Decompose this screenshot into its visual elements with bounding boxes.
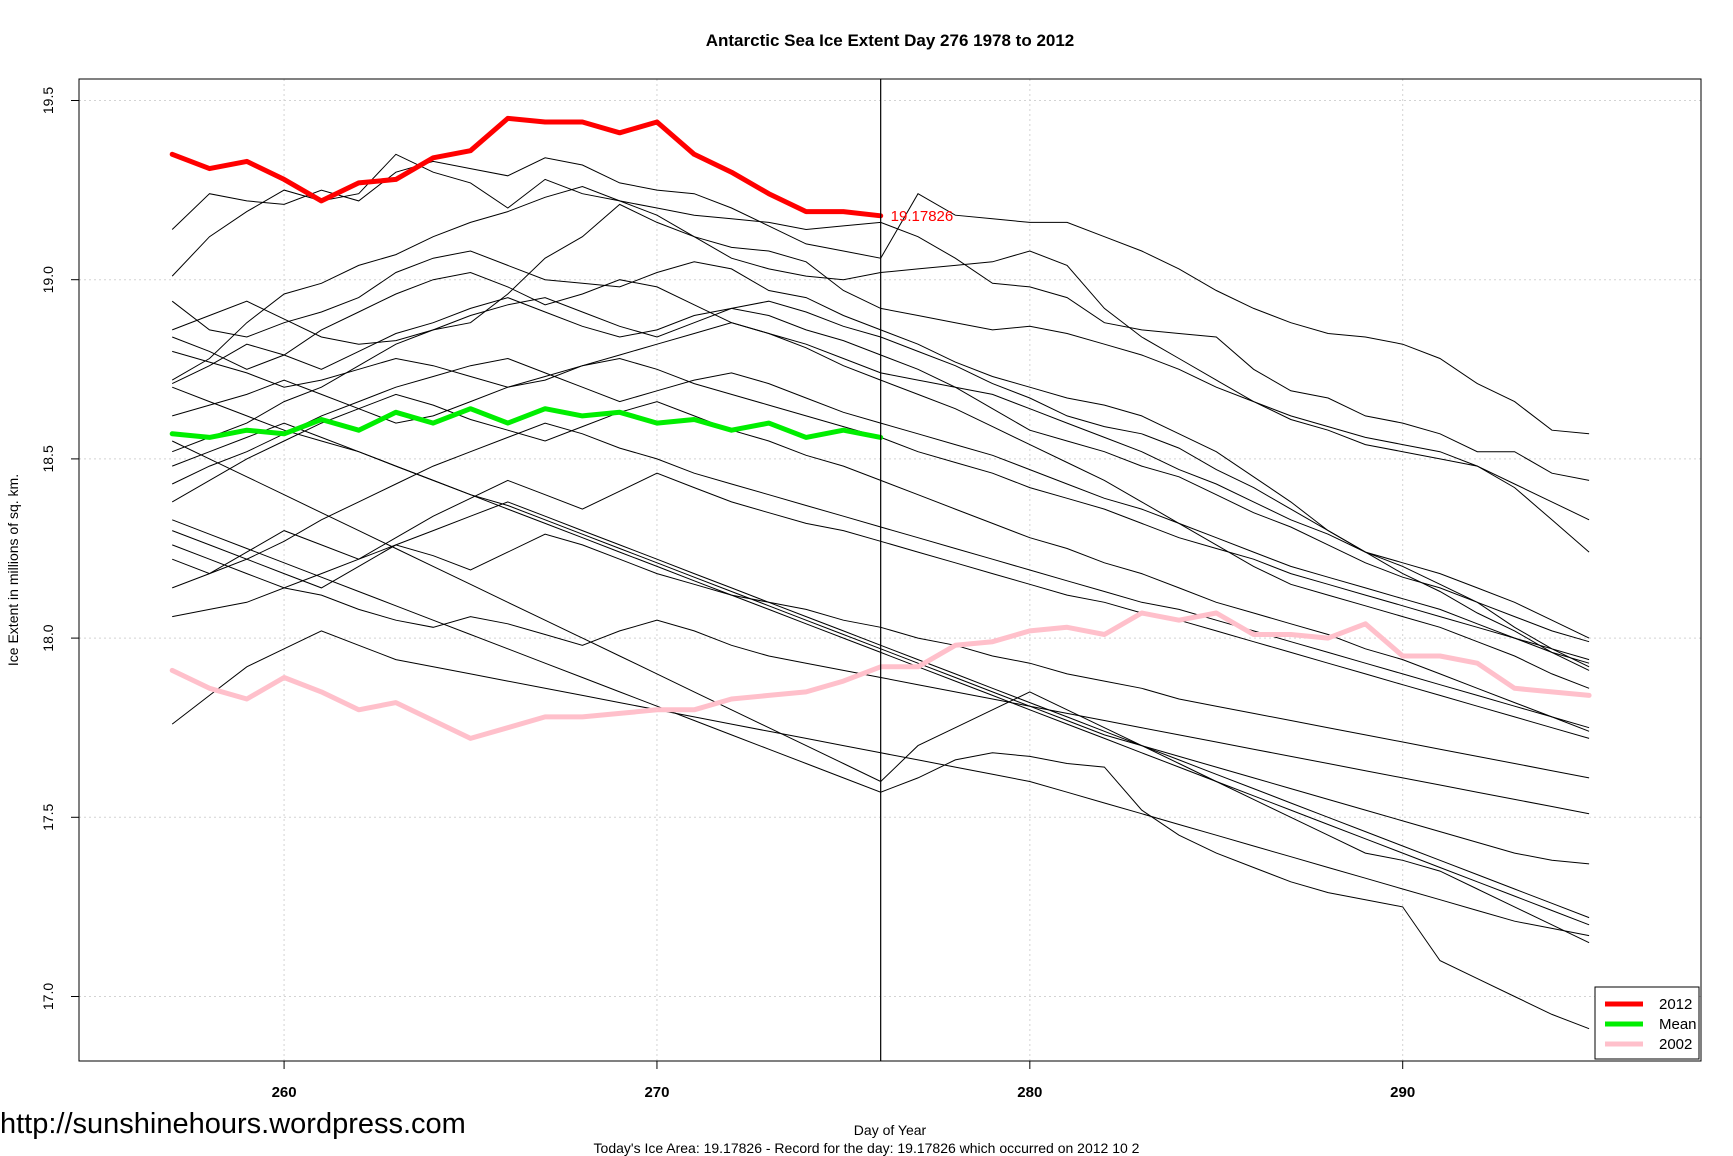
chart-title: Antarctic Sea Ice Extent Day 276 1978 to… [706, 31, 1075, 50]
watermark-url: http://sunshinehours.wordpress.com [0, 1108, 466, 1140]
x-tick-label: 260 [272, 1084, 297, 1101]
footer-caption: Today's Ice Area: 19.17826 - Record for … [593, 1140, 1140, 1156]
series-line-mean [169, 406, 884, 440]
x-tick-label: 290 [1390, 1084, 1415, 1101]
x-axis-label: Day of Year [854, 1122, 927, 1138]
y-axis-label: Ice Extent in millions of sq. km. [5, 474, 21, 666]
y-axis: 17.0 17.5 18.0 18.5 19.0 19.5 [40, 87, 79, 1010]
y-tick-label: 19.5 [40, 87, 56, 114]
y-tick-label: 17.0 [40, 983, 56, 1010]
x-axis: 260 270 280 290 [272, 1061, 1415, 1101]
x-tick-label: 280 [1017, 1084, 1042, 1101]
y-tick-label: 18.0 [40, 624, 56, 651]
legend-label-mean: Mean [1659, 1016, 1697, 1033]
series-line-2012 [169, 115, 884, 219]
current-value-annotation: 19.17826 [891, 208, 954, 225]
y-tick-label: 19.0 [40, 266, 56, 293]
plot-frame [78, 78, 1702, 1062]
y-tick-label: 17.5 [40, 803, 56, 830]
y-tick-label: 18.5 [40, 445, 56, 472]
x-tick-label: 270 [644, 1084, 669, 1101]
legend-label-2012: 2012 [1659, 996, 1692, 1013]
legend: 2012 Mean 2002 [1594, 986, 1700, 1060]
legend-label-2002: 2002 [1659, 1036, 1692, 1053]
